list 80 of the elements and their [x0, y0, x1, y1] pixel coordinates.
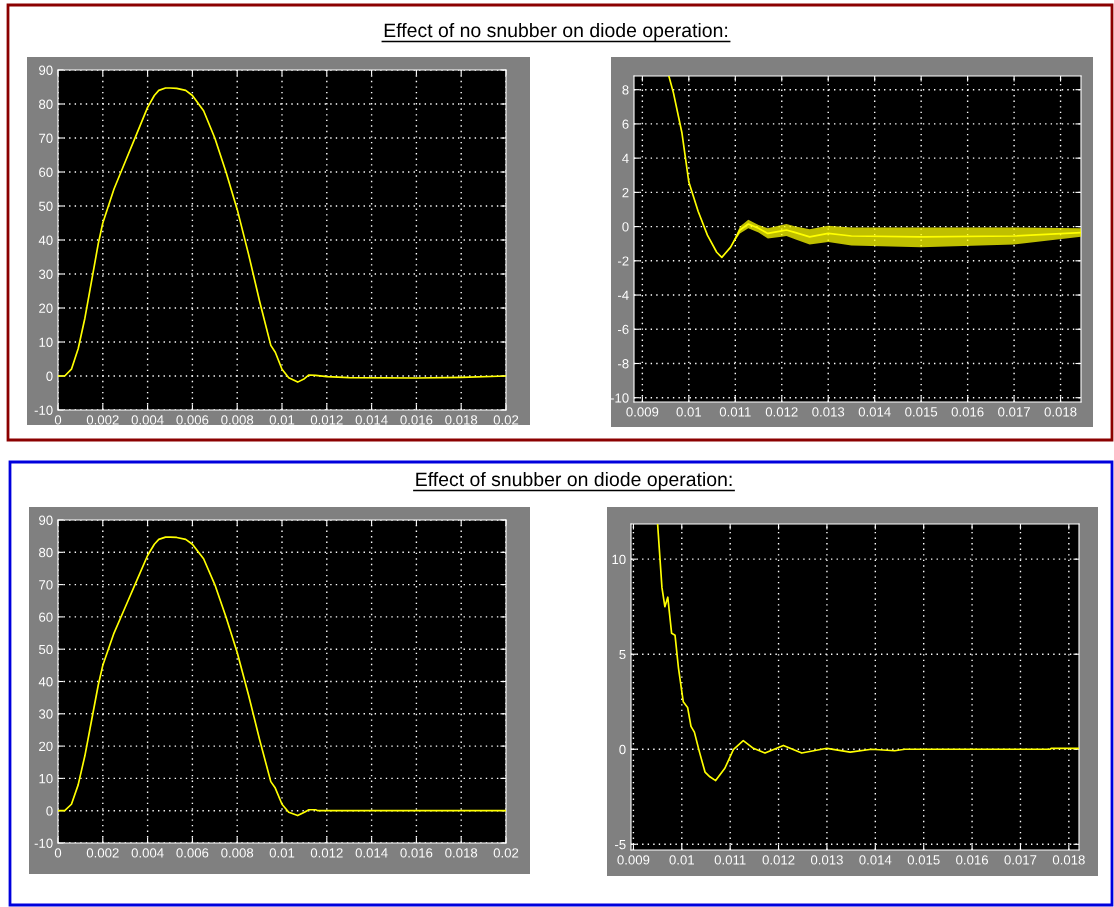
- x-tick-label: 0.015: [907, 855, 940, 865]
- y-tick-label: -10: [34, 838, 53, 848]
- y-tick-label: 70: [39, 133, 53, 143]
- x-tick-label: 0.006: [176, 848, 209, 858]
- y-tick-label: -10: [34, 405, 53, 415]
- x-tick-label: 0.018: [445, 415, 478, 425]
- x-tick-label: 0.002: [86, 415, 119, 425]
- x-tick-label: 0.013: [810, 855, 843, 865]
- x-tick-label: 0.017: [1004, 855, 1037, 865]
- x-tick-label: 0.014: [355, 848, 388, 858]
- x-tick-label: 0.02: [493, 848, 519, 858]
- x-tick-label: 0.014: [858, 407, 891, 417]
- x-tick-label: 0.004: [131, 415, 164, 425]
- x-tick-label: 0.02: [493, 415, 519, 425]
- y-tick-label: 8: [622, 85, 629, 95]
- x-tick-label: 0.013: [812, 407, 845, 417]
- x-tick-label: 0.014: [355, 415, 388, 425]
- x-tick-label: 0: [54, 848, 62, 858]
- y-tick-label: 30: [38, 269, 53, 279]
- y-tick-label: 90: [39, 515, 53, 525]
- x-tick-label: 0.011: [719, 407, 751, 417]
- y-tick-label: 20: [39, 741, 53, 752]
- y-tick-label: 10: [612, 554, 626, 565]
- x-tick-label: 0.017: [998, 407, 1030, 417]
- y-tick-label: 10: [39, 337, 53, 347]
- y-tick-label: 30: [38, 709, 53, 719]
- y-tick-label: 60: [39, 612, 53, 622]
- x-tick-label: 0.01: [676, 407, 702, 417]
- x-tick-label: 0.01: [269, 415, 295, 425]
- x-tick-label: 0.012: [762, 855, 795, 865]
- text: Effect of snubber on diode operation:: [416, 471, 732, 491]
- x-tick-label: 0.004: [131, 848, 164, 858]
- x-tick-label: 0.015: [905, 407, 938, 417]
- y-tick-label: 80: [39, 99, 53, 109]
- y-tick-label: 5: [619, 649, 626, 660]
- x-tick-label: 0.016: [400, 415, 433, 425]
- x-tick-label: 0.018: [1052, 855, 1085, 865]
- x-tick-label: 0.016: [400, 848, 433, 858]
- y-tick-label: 6: [622, 119, 629, 129]
- x-tick-label: 0.01: [669, 855, 694, 865]
- x-tick-label: 0.01: [269, 848, 295, 858]
- y-tick-label: -8: [617, 359, 629, 369]
- y-tick-label: -4: [617, 290, 629, 300]
- y-tick-label: 70: [39, 580, 53, 590]
- x-tick-label: 0.009: [626, 407, 659, 417]
- x-tick-label: 0.008: [221, 848, 254, 858]
- x-tick-label: 0.006: [176, 415, 209, 425]
- y-tick-label: 40: [38, 677, 53, 687]
- y-tick-label: 0: [46, 806, 53, 816]
- y-tick-label: 50: [38, 644, 53, 655]
- x-tick-label: 0.016: [956, 855, 989, 865]
- y-tick-label: -6: [617, 324, 629, 335]
- x-tick-label: 0: [54, 415, 62, 425]
- y-tick-label: 90: [39, 65, 53, 75]
- y-tick-label: -10: [610, 393, 629, 403]
- x-tick-label: 0.012: [765, 407, 798, 417]
- text: Effect of no snubber on diode operation:: [384, 22, 728, 42]
- y-tick-label: 80: [39, 547, 53, 558]
- y-tick-label: 40: [38, 235, 53, 245]
- x-tick-label: 0.009: [617, 855, 650, 865]
- x-tick-label: 0.011: [714, 855, 746, 865]
- y-tick-label: 2: [622, 187, 629, 198]
- x-tick-label: 0.008: [221, 415, 254, 425]
- x-tick-label: 0.018: [1044, 407, 1077, 417]
- x-tick-label: 0.012: [310, 415, 343, 425]
- y-tick-label: -2: [617, 256, 629, 266]
- y-tick-label: 0: [622, 222, 629, 232]
- y-tick-label: 60: [39, 167, 53, 177]
- y-tick-label: 20: [39, 303, 53, 313]
- y-tick-label: 50: [38, 201, 53, 211]
- y-tick-label: 10: [39, 773, 53, 784]
- y-tick-label: 4: [622, 153, 629, 163]
- y-tick-label: 0: [619, 744, 626, 755]
- y-tick-label: 0: [46, 371, 53, 381]
- x-tick-label: 0.016: [951, 407, 984, 417]
- x-tick-label: 0.012: [310, 848, 343, 858]
- y-tick-label: -5: [614, 840, 626, 850]
- x-tick-label: 0.014: [859, 855, 892, 865]
- x-tick-label: 0.002: [86, 848, 119, 858]
- x-tick-label: 0.018: [445, 848, 478, 858]
